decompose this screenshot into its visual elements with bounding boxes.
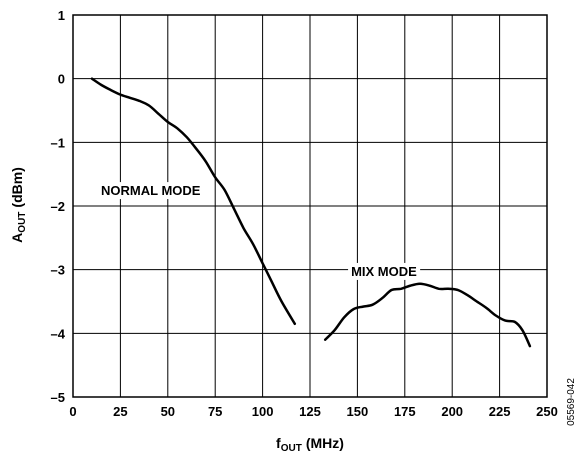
- x-tick-label: 125: [299, 404, 321, 419]
- series-line-0: [90, 77, 297, 326]
- y-tick-label: 0: [58, 72, 65, 87]
- y-axis-title-sub: OUT: [17, 212, 28, 233]
- x-tick-label: 25: [113, 404, 127, 419]
- y-axis-title-main: A: [9, 233, 25, 243]
- y-tick-label: –2: [51, 199, 65, 214]
- y-tick-labels: 1 0 –1 –2 –3 –4 –5: [51, 8, 66, 405]
- y-axis-title-unit: (dBm): [9, 167, 25, 207]
- x-axis-title-unit: (MHz): [306, 435, 344, 451]
- y-tick-label: 1: [58, 8, 65, 23]
- series-lines: [90, 77, 532, 348]
- x-tick-label: 0: [69, 404, 76, 419]
- plot-frame: [72, 14, 548, 398]
- annotation-label: NORMAL MODE: [101, 183, 201, 198]
- x-axis-title: fOUT (MHz): [276, 435, 344, 454]
- x-tick-label: 250: [536, 404, 558, 419]
- x-axis-title-sub: OUT: [281, 443, 302, 454]
- x-axis-title-main: f: [276, 435, 281, 451]
- annotation-label: MIX MODE: [351, 264, 417, 279]
- x-tick-label: 50: [161, 404, 175, 419]
- x-tick-label: 200: [441, 404, 463, 419]
- series-line-1: [323, 282, 532, 348]
- x-tick-label: 150: [347, 404, 369, 419]
- annotations: NORMAL MODE MIX MODE: [98, 182, 421, 280]
- annotation-background: [98, 182, 204, 200]
- figure-code: 05569-042: [566, 378, 577, 426]
- x-tick-label: 175: [394, 404, 416, 419]
- y-tick-label: –5: [51, 390, 65, 405]
- annotation-background: [348, 262, 421, 280]
- x-tick-label: 225: [489, 404, 511, 419]
- x-tick-label: 75: [208, 404, 222, 419]
- y-tick-label: –3: [51, 263, 65, 278]
- x-tick-labels: 0 25 50 75 100 125 150 175 200 225 250: [69, 404, 557, 419]
- y-tick-label: –4: [51, 326, 66, 341]
- x-tick-label: 100: [252, 404, 274, 419]
- grid: [72, 14, 548, 398]
- y-tick-label: –1: [51, 135, 65, 150]
- y-axis-title: AOUT (dBm): [9, 167, 28, 243]
